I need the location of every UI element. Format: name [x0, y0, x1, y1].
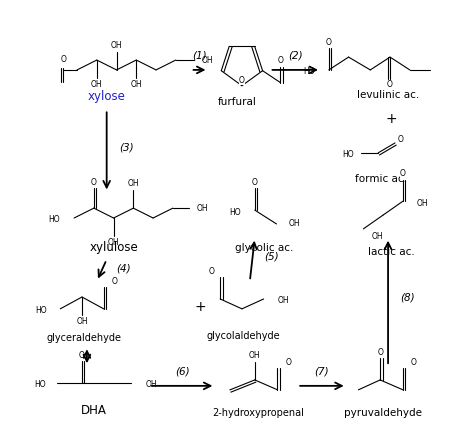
Text: (1): (1)	[192, 50, 207, 60]
Text: +: +	[195, 300, 206, 314]
Text: furfural: furfural	[218, 96, 256, 106]
Text: levulinic ac.: levulinic ac.	[357, 90, 419, 99]
Text: glycolaldehyde: glycolaldehyde	[206, 332, 280, 342]
Text: (3): (3)	[119, 143, 134, 153]
Text: (2): (2)	[288, 50, 302, 60]
Text: O: O	[60, 55, 66, 64]
Text: (4): (4)	[117, 263, 131, 273]
Text: HO: HO	[342, 150, 354, 159]
Text: OH: OH	[249, 351, 261, 360]
Text: (8): (8)	[400, 293, 415, 303]
Text: DHA: DHA	[81, 404, 107, 417]
Text: glyceraldehyde: glyceraldehyde	[46, 333, 121, 343]
Text: (7): (7)	[315, 366, 329, 376]
Text: O: O	[285, 358, 291, 367]
Text: OH: OH	[108, 238, 119, 247]
Text: O: O	[387, 80, 393, 89]
Text: pyruvaldehyde: pyruvaldehyde	[344, 407, 422, 417]
Text: OH: OH	[76, 317, 88, 326]
Text: O: O	[400, 169, 406, 178]
Text: OH: OH	[111, 41, 122, 50]
Text: OH: OH	[201, 56, 213, 64]
Text: O: O	[326, 38, 332, 47]
Text: O: O	[377, 348, 383, 357]
Text: OH: OH	[145, 380, 157, 389]
Text: O: O	[398, 134, 404, 144]
Text: HO: HO	[34, 380, 46, 389]
Text: O: O	[411, 358, 417, 367]
Text: formic ac.: formic ac.	[355, 173, 407, 184]
Text: lactic ac.: lactic ac.	[368, 247, 414, 257]
Text: (5): (5)	[264, 251, 279, 261]
Text: OH: OH	[130, 80, 142, 89]
Text: OH: OH	[372, 232, 383, 241]
Text: HO: HO	[49, 215, 60, 225]
Text: O: O	[277, 57, 283, 65]
Text: 2-hydroxypropenal: 2-hydroxypropenal	[212, 407, 304, 417]
Text: glycolic ac.: glycolic ac.	[236, 243, 294, 253]
Text: HO: HO	[35, 306, 46, 315]
Text: +: +	[385, 112, 397, 126]
Text: OH: OH	[197, 204, 208, 212]
Text: xylulose: xylulose	[89, 241, 138, 254]
Text: xylose: xylose	[88, 90, 126, 103]
Text: OH: OH	[277, 297, 289, 305]
Text: O: O	[79, 351, 85, 360]
Text: HO: HO	[303, 67, 315, 76]
Text: OH: OH	[128, 179, 139, 188]
Text: O: O	[239, 76, 245, 85]
Text: OH: OH	[417, 199, 428, 208]
Text: O: O	[209, 267, 214, 276]
Text: HO: HO	[229, 208, 241, 216]
Text: O: O	[252, 178, 258, 187]
Text: O: O	[91, 178, 97, 187]
Text: OH: OH	[288, 219, 300, 229]
Text: OH: OH	[91, 80, 102, 89]
Text: (6): (6)	[175, 366, 190, 376]
Text: O: O	[111, 277, 118, 286]
